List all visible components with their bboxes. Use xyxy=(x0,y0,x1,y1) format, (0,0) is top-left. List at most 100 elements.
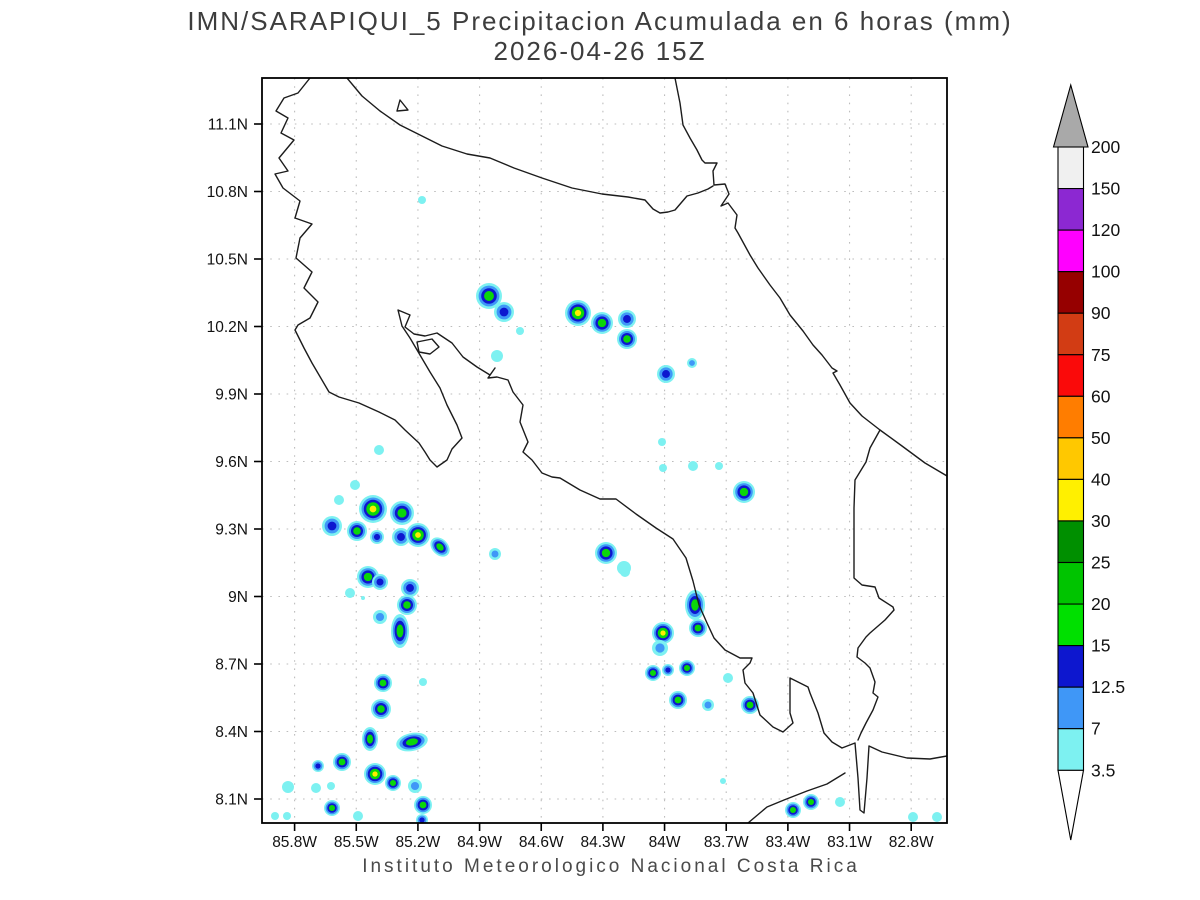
precip-ring xyxy=(338,758,346,766)
precip-ring xyxy=(932,812,942,822)
lon-tick-label: 83.1W xyxy=(827,834,872,851)
precip-ring xyxy=(574,309,582,317)
precip-cell xyxy=(327,782,335,790)
colorbar-label: 25 xyxy=(1091,553,1110,573)
precip-cell xyxy=(361,596,365,600)
precip-ring xyxy=(363,572,373,582)
precip-ring xyxy=(835,797,845,807)
precip-ring xyxy=(436,543,444,551)
precip-cell xyxy=(657,365,675,383)
colorbar-box xyxy=(1057,686,1085,730)
precip-cell xyxy=(282,781,294,793)
colorbar-box xyxy=(1057,354,1085,397)
precip-ring xyxy=(660,630,666,636)
precip-ring xyxy=(908,812,918,822)
precip-ring xyxy=(655,643,665,653)
precip-cell xyxy=(374,674,392,692)
precip-ring xyxy=(419,817,425,823)
coastline-path xyxy=(346,78,714,214)
precip-cell xyxy=(350,480,360,490)
lon-tick-label: 84.9W xyxy=(457,834,502,851)
precip-ring xyxy=(683,664,691,672)
precip-ring xyxy=(704,701,712,709)
precip-cell xyxy=(491,350,503,362)
precip-cell xyxy=(617,329,637,349)
precip-ring xyxy=(366,734,374,744)
precip-ring xyxy=(620,567,630,577)
lon-tick-label: 84W xyxy=(649,834,681,851)
lon-tick-label: 83.7W xyxy=(704,834,749,851)
precip-cell xyxy=(687,358,697,368)
colorbar-label: 12.5 xyxy=(1091,677,1125,697)
precip-ring xyxy=(328,804,336,812)
colorbar-label: 7 xyxy=(1091,719,1101,739)
colorbar-box xyxy=(1057,728,1085,771)
precip-ring xyxy=(649,669,657,677)
precip-cell xyxy=(370,530,384,544)
colorbar-label: 30 xyxy=(1091,511,1111,531)
precip-ring xyxy=(491,350,503,362)
precip-cell xyxy=(334,495,344,505)
lon-tick-label: 85.8W xyxy=(272,834,317,851)
precip-cell xyxy=(620,567,630,577)
colorbar-label: 3.5 xyxy=(1091,760,1115,780)
lon-tick-label: 85.2W xyxy=(396,834,441,851)
colorbar-box xyxy=(1057,561,1085,605)
precip-cell xyxy=(371,699,391,719)
coastline-path xyxy=(674,78,895,741)
colorbar-label: 150 xyxy=(1091,179,1120,199)
precip-cell xyxy=(494,302,514,322)
precip-ring xyxy=(597,318,607,328)
precip-ring xyxy=(662,370,670,378)
precip-ring xyxy=(373,533,381,541)
precip-cell xyxy=(658,438,666,446)
colorbar-label: 75 xyxy=(1091,345,1110,365)
lat-tick-label: 9.6N xyxy=(215,454,248,471)
colorbar-label: 200 xyxy=(1091,137,1120,157)
precip-cell xyxy=(322,516,342,536)
precip-ring xyxy=(353,811,363,821)
precip-cell xyxy=(362,727,378,751)
precip-ring xyxy=(350,480,360,490)
precip-cell xyxy=(312,760,324,772)
lat-tick-label: 8.4N xyxy=(215,724,248,741)
precip-cell xyxy=(406,523,430,547)
colorbar-label: 100 xyxy=(1091,262,1120,282)
precip-cell xyxy=(283,812,291,820)
lon-tick-label: 85.5W xyxy=(334,834,379,851)
colorbar-arrow-below-min xyxy=(1057,769,1085,841)
precip-cell xyxy=(723,673,733,683)
precip-ring xyxy=(419,801,427,809)
precip-ring xyxy=(601,548,611,558)
colorbar-box xyxy=(1057,188,1085,231)
precip-ring xyxy=(369,505,377,513)
precip-ring xyxy=(689,360,695,366)
precip-ring xyxy=(311,783,321,793)
precip-cell xyxy=(416,814,428,823)
lat-tick-label: 9N xyxy=(228,589,248,606)
precip-cell xyxy=(652,640,668,656)
colorbar-box xyxy=(1057,229,1085,273)
lat-tick-label: 8.1N xyxy=(215,792,248,809)
precip-ring xyxy=(789,806,797,814)
coastline-path xyxy=(879,429,947,477)
precip-ring xyxy=(688,461,698,471)
colorbar-label: 20 xyxy=(1091,594,1111,614)
precip-ring xyxy=(665,667,671,673)
precip-cell xyxy=(374,445,384,455)
precip-cell xyxy=(785,802,801,818)
precip-cell xyxy=(391,614,409,648)
precip-cell xyxy=(414,796,432,814)
precip-ring xyxy=(491,550,499,558)
precip-cell xyxy=(364,763,386,785)
precip-ring xyxy=(406,738,418,746)
precip-ring xyxy=(674,696,682,704)
lon-tick-label: 84.3W xyxy=(580,834,625,851)
island-outline xyxy=(416,338,440,355)
colorbar-box xyxy=(1057,395,1085,439)
precip-ring xyxy=(623,315,631,323)
precip-ring xyxy=(396,624,404,638)
colorbar-label: 50 xyxy=(1091,428,1111,448)
precip-ring xyxy=(659,464,667,472)
